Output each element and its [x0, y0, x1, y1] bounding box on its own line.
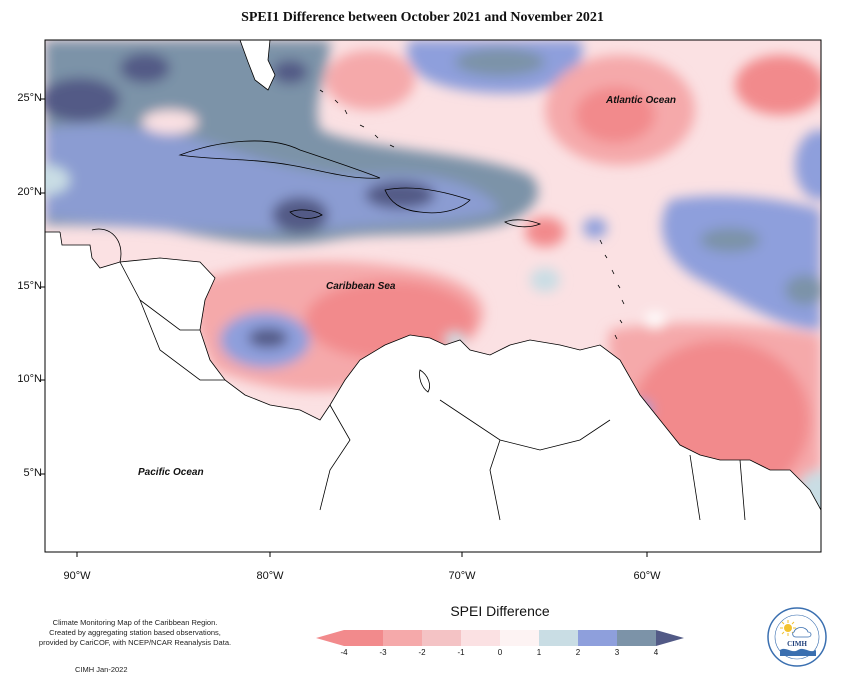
legend-color-bar — [316, 630, 684, 646]
legend-tick-label: -1 — [457, 648, 465, 657]
legend-tick-label: -2 — [418, 648, 426, 657]
logo-text: CIMH — [787, 640, 807, 648]
legend-tick-label: 4 — [653, 648, 659, 657]
lon-label-80: 80°W — [256, 570, 284, 582]
legend-tick-label: 1 — [536, 648, 542, 657]
lat-label-25: 25°N — [17, 92, 42, 104]
legend-swatch — [617, 630, 656, 646]
credits-text: Climate Monitoring Map of the Caribbean … — [30, 618, 240, 648]
legend-swatch — [461, 630, 500, 646]
legend-arrow-high — [656, 630, 684, 646]
legend-tick-label: -3 — [379, 648, 387, 657]
lon-label-90: 90°W — [63, 570, 91, 582]
lat-label-5: 5°N — [23, 467, 42, 479]
atlantic-ocean-label: Atlantic Ocean — [606, 95, 677, 106]
legend-swatch — [422, 630, 461, 646]
lon-label-70: 70°W — [448, 570, 476, 582]
cloud-icon — [792, 627, 812, 638]
lat-label-20: 20°N — [17, 186, 42, 198]
legend-swatch — [344, 630, 383, 646]
legend-tick-label: -4 — [340, 648, 348, 657]
pacific-ocean-label: Pacific Ocean — [138, 467, 204, 478]
legend-tick-label: 3 — [614, 648, 620, 657]
legend-tick-label: 2 — [575, 648, 581, 657]
credits-line-1: Climate Monitoring Map of the Caribbean … — [52, 618, 218, 627]
legend-swatch — [500, 630, 539, 646]
legend-swatch — [578, 630, 617, 646]
map-title: SPEI1 Difference between October 2021 an… — [241, 10, 604, 25]
wave-icon — [780, 648, 816, 656]
cimh-logo: CIMH — [767, 607, 827, 667]
lon-label-60: 60°W — [633, 570, 661, 582]
legend-swatch — [383, 630, 422, 646]
legend-swatch — [539, 630, 578, 646]
legend-arrow-low — [316, 630, 344, 646]
credits-line-3: provided by CariCOF, with NCEP/NCAR Rean… — [38, 638, 232, 647]
lat-label-15: 15°N — [17, 280, 42, 292]
caribbean-sea-label: Caribbean Sea — [326, 281, 396, 292]
credits-line-2: Created by aggregating station based obs… — [49, 628, 221, 637]
lat-label-10: 10°N — [17, 373, 42, 385]
legend-tick-label: 0 — [497, 648, 503, 657]
legend-title: SPEI Difference — [450, 603, 550, 619]
credits-date: CIMH Jan-2022 — [75, 665, 128, 674]
